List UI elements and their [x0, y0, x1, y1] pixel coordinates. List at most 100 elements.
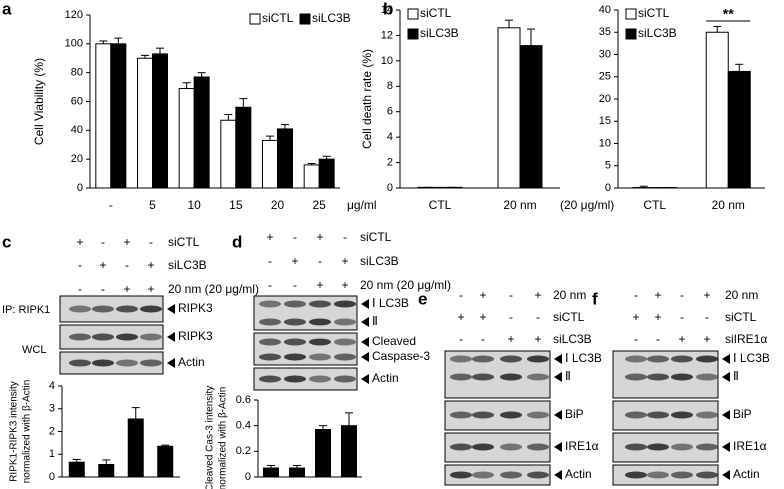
blot-band	[671, 411, 693, 419]
blot-band	[309, 375, 331, 383]
band-arrow	[554, 470, 562, 480]
blot-band	[647, 373, 669, 381]
condition-label: siLC3B	[553, 332, 592, 346]
y-tick-label: 2	[49, 425, 55, 437]
condition-sign: -	[680, 310, 684, 324]
significance-label: **	[723, 6, 734, 22]
panel-letter: c	[2, 232, 11, 251]
band-arrow	[361, 299, 369, 309]
condition-label: 20 nm (20 μg/ml)	[360, 278, 451, 292]
condition-sign: +	[316, 230, 323, 244]
blot-band	[696, 355, 718, 363]
blot-band	[472, 443, 494, 451]
blot-band	[140, 333, 162, 341]
legend-label: siLC3B	[420, 26, 459, 40]
y-axis-label: normalized with β-Actin	[22, 380, 33, 484]
band-label: RIPK3	[178, 329, 213, 343]
blot-band	[334, 338, 356, 346]
condition-sign: +	[703, 332, 710, 346]
band-label: Caspase-3	[372, 349, 430, 363]
bar	[220, 119, 237, 189]
condition-sign: -	[318, 254, 322, 268]
blot-band	[92, 359, 114, 367]
bar	[152, 53, 168, 189]
condition-sign: -	[705, 310, 709, 324]
bar	[497, 27, 521, 189]
y-tick-label: 40	[599, 4, 611, 16]
blot-band	[259, 300, 281, 308]
blot-band	[116, 359, 138, 367]
condition-sign: -	[459, 288, 463, 302]
blot-band	[284, 318, 306, 326]
condition-sign: -	[459, 332, 463, 346]
bar	[193, 76, 210, 189]
y-tick-label: 0.4	[236, 420, 251, 432]
blot-band	[625, 471, 647, 479]
condition-sign: +	[534, 288, 541, 302]
condition-sign: -	[78, 282, 82, 296]
legend-swatch	[625, 28, 637, 40]
band-arrow	[554, 354, 562, 364]
y-tick-label: 15	[599, 115, 611, 127]
y-tick-label: 2	[387, 156, 393, 168]
panel-letter: e	[418, 289, 427, 308]
y-tick-label: 0	[245, 471, 251, 483]
y-tick-label: 20	[71, 153, 83, 165]
blot-band	[696, 373, 718, 381]
condition-sign: -	[293, 230, 297, 244]
x-tick-label: 20	[271, 198, 285, 212]
x-tick-label: -	[109, 198, 113, 212]
panel-letter: b	[383, 0, 393, 18]
legend-swatch	[299, 13, 311, 25]
blot-band	[259, 353, 281, 361]
bar	[705, 31, 729, 189]
blot-band	[116, 333, 138, 341]
condition-sign: -	[268, 254, 272, 268]
condition-sign: -	[293, 278, 297, 292]
bar	[95, 43, 112, 189]
condition-label: 20 nm	[725, 288, 758, 302]
bar	[289, 467, 305, 478]
y-tick-label: 30	[599, 48, 611, 60]
band-arrow	[722, 410, 730, 420]
bar	[277, 128, 293, 189]
band-label: BiP	[565, 407, 584, 421]
band-arrow	[361, 352, 369, 362]
blot-band	[284, 375, 306, 383]
blot-membrane	[444, 464, 551, 486]
x-tick-label: 10	[187, 198, 201, 212]
blot-band	[647, 355, 669, 363]
x-tick-label: 5	[149, 198, 156, 212]
y-tick-label: 10	[599, 137, 611, 149]
blot-band	[309, 338, 331, 346]
blot-band	[500, 443, 522, 451]
blot-band	[671, 355, 693, 363]
panel-letter: a	[2, 0, 12, 18]
band-arrow	[722, 372, 730, 382]
blot-band	[450, 471, 472, 479]
y-tick-label: 3	[49, 403, 55, 415]
band-label: Actin	[372, 371, 399, 385]
band-arrow	[554, 442, 562, 452]
condition-label: siCTL	[360, 230, 392, 244]
y-tick-label: 80	[71, 67, 83, 79]
condition-sign: -	[634, 332, 638, 346]
band-label: Actin	[733, 467, 760, 481]
legend-label: siCTL	[420, 6, 452, 20]
x-tick-label: 20 nm	[503, 198, 536, 212]
band-label: BiP	[733, 407, 752, 421]
condition-sign: +	[123, 282, 130, 296]
bar	[68, 461, 85, 478]
blot-band	[500, 373, 522, 381]
band-label: Cleaved	[372, 334, 416, 348]
panel-letter: d	[232, 232, 242, 251]
bar	[137, 57, 153, 189]
band-arrow	[722, 442, 730, 452]
band-label: Ⅰ LC3B	[565, 351, 602, 365]
condition-sign: +	[534, 332, 541, 346]
x-tick-label: CTL	[643, 198, 666, 212]
blot-band	[116, 305, 138, 313]
blot-band	[140, 359, 162, 367]
condition-sign: -	[634, 288, 638, 302]
